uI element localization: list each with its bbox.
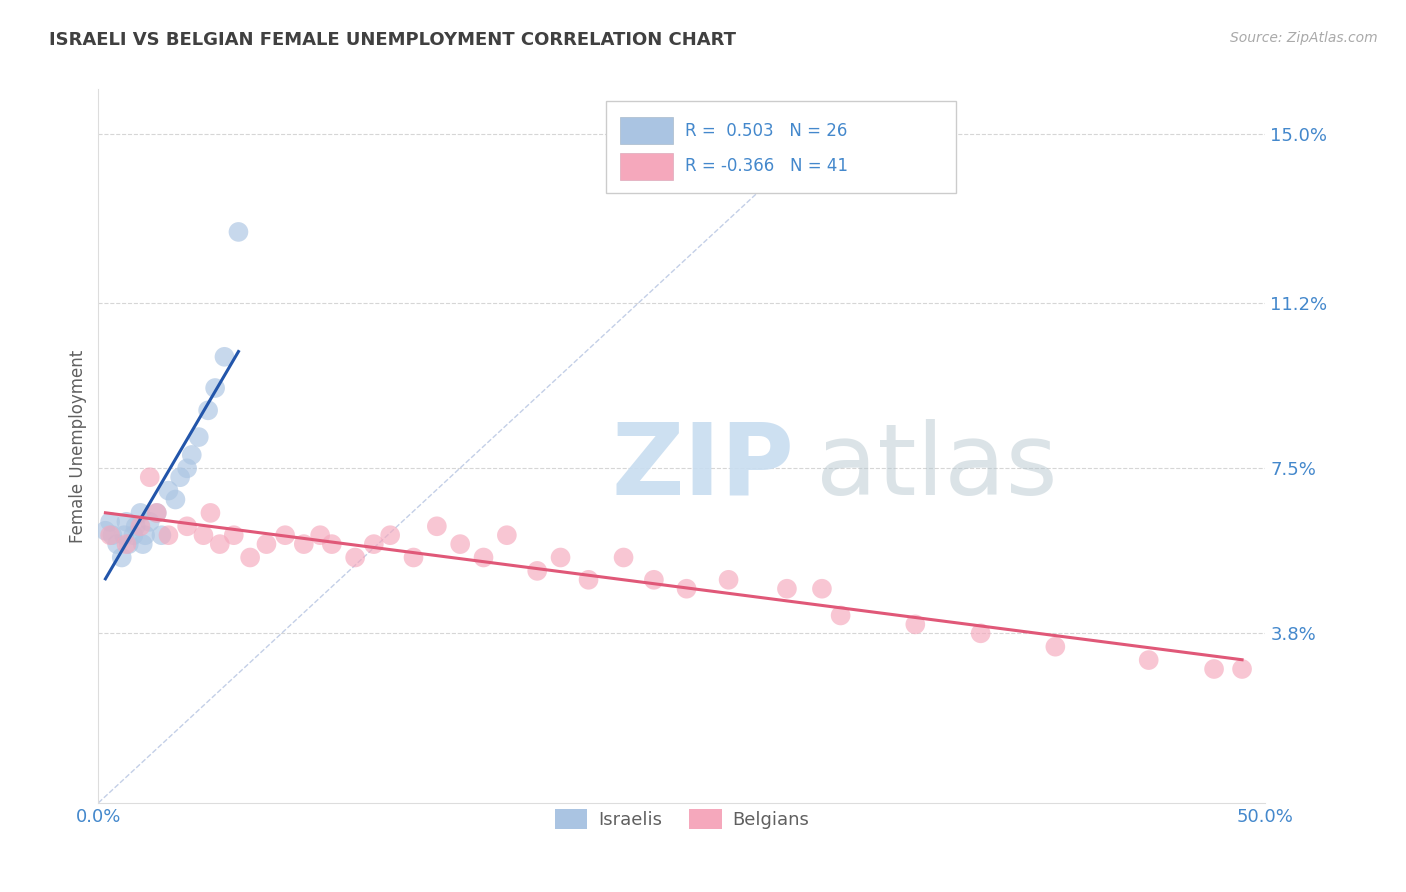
Point (426, 519, 449, 533)
Point (129, 519, 152, 533)
Point (344, 550, 367, 565)
Point (363, 537, 385, 551)
Point (228, 225, 250, 239)
Point (309, 528, 332, 542)
Point (204, 381, 226, 395)
Point (134, 528, 156, 542)
Point (578, 573, 600, 587)
Point (180, 448, 202, 462)
Point (146, 506, 169, 520)
Point (193, 528, 215, 542)
Point (101, 528, 124, 542)
Point (98, 515, 121, 529)
Point (969, 626, 991, 640)
Point (1045, 640, 1067, 654)
Point (157, 483, 180, 498)
Point (811, 582, 834, 596)
Bar (620, 117, 672, 145)
Point (321, 537, 343, 551)
Point (830, 608, 852, 623)
Point (139, 515, 162, 529)
Point (1202, 662, 1225, 676)
Point (200, 506, 222, 520)
Point (380, 528, 402, 542)
Point (176, 519, 198, 533)
Point (550, 550, 572, 565)
Point (717, 573, 740, 587)
Point (449, 537, 471, 551)
Point (94, 524, 117, 538)
Point (150, 528, 173, 542)
Point (112, 528, 135, 542)
Point (129, 506, 152, 520)
Point (776, 582, 799, 596)
Point (111, 550, 134, 565)
Bar (620, 153, 672, 180)
Y-axis label: Female Unemployment: Female Unemployment (69, 350, 87, 542)
Text: atlas: atlas (815, 419, 1057, 516)
Point (904, 617, 927, 632)
Point (165, 492, 187, 507)
Legend: Israelis, Belgians: Israelis, Belgians (547, 801, 817, 837)
Text: ISRAELI VS BELGIAN FEMALE UNEMPLOYMENT CORRELATION CHART: ISRAELI VS BELGIAN FEMALE UNEMPLOYMENT C… (49, 31, 737, 49)
Point (526, 564, 548, 578)
Point (222, 528, 245, 542)
Text: R =  0.503   N = 26: R = 0.503 N = 26 (685, 121, 848, 139)
Point (176, 461, 198, 475)
Point (146, 506, 169, 520)
Point (472, 550, 495, 565)
Point (115, 515, 138, 529)
Point (496, 528, 519, 542)
Point (1137, 653, 1160, 667)
Point (157, 528, 180, 542)
Point (125, 519, 148, 533)
Point (208, 537, 231, 551)
Text: Source: ZipAtlas.com: Source: ZipAtlas.com (1230, 31, 1378, 45)
Point (197, 403, 219, 417)
Point (274, 528, 297, 542)
Point (643, 573, 665, 587)
Point (239, 550, 262, 565)
Point (256, 537, 278, 551)
Point (118, 537, 141, 551)
Point (675, 582, 697, 596)
Point (292, 537, 315, 551)
Point (98, 528, 121, 542)
FancyBboxPatch shape (606, 102, 956, 193)
Point (402, 550, 425, 565)
Text: ZIP: ZIP (612, 419, 794, 516)
Point (105, 537, 128, 551)
Point (1230, 662, 1253, 676)
Point (613, 550, 636, 565)
Point (139, 470, 162, 484)
Point (169, 470, 191, 484)
Point (115, 537, 138, 551)
Point (187, 430, 209, 444)
Point (122, 528, 145, 542)
Point (132, 537, 155, 551)
Point (214, 350, 236, 364)
Text: R = -0.366   N = 41: R = -0.366 N = 41 (685, 157, 848, 175)
